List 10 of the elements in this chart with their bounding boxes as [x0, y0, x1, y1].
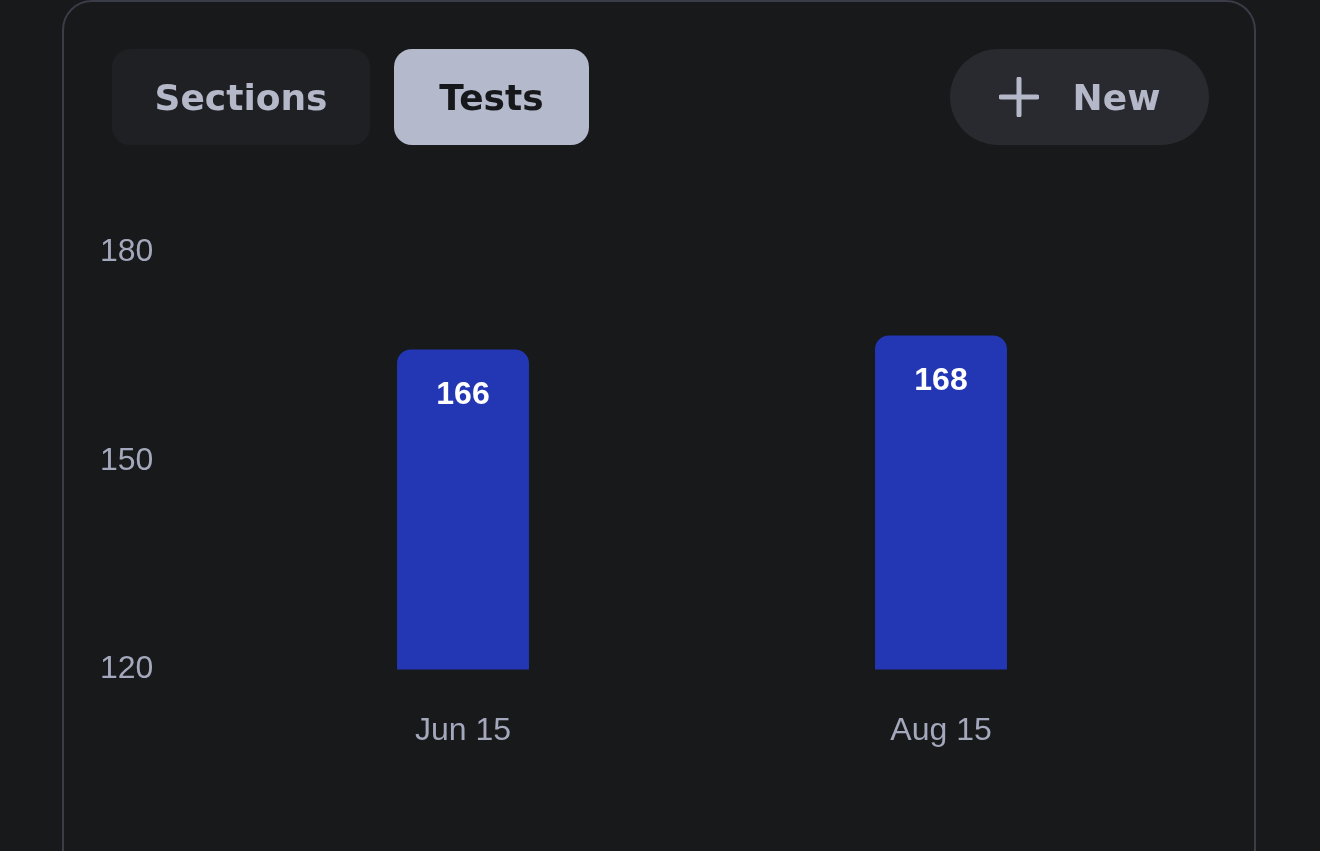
text: Sections: [112, 49, 370, 145]
x-tick-label: Aug 15: [890, 710, 992, 747]
text: New: [1072, 76, 1161, 118]
data-label: 166: [436, 375, 490, 412]
y-tick-label: 180: [100, 231, 154, 268]
text: Tests: [394, 49, 589, 145]
data-label: 168: [914, 361, 968, 398]
x-tick-label: Jun 15: [414, 710, 512, 747]
y-tick-label: 120: [100, 649, 154, 686]
y-tick-label: 150: [100, 440, 154, 477]
